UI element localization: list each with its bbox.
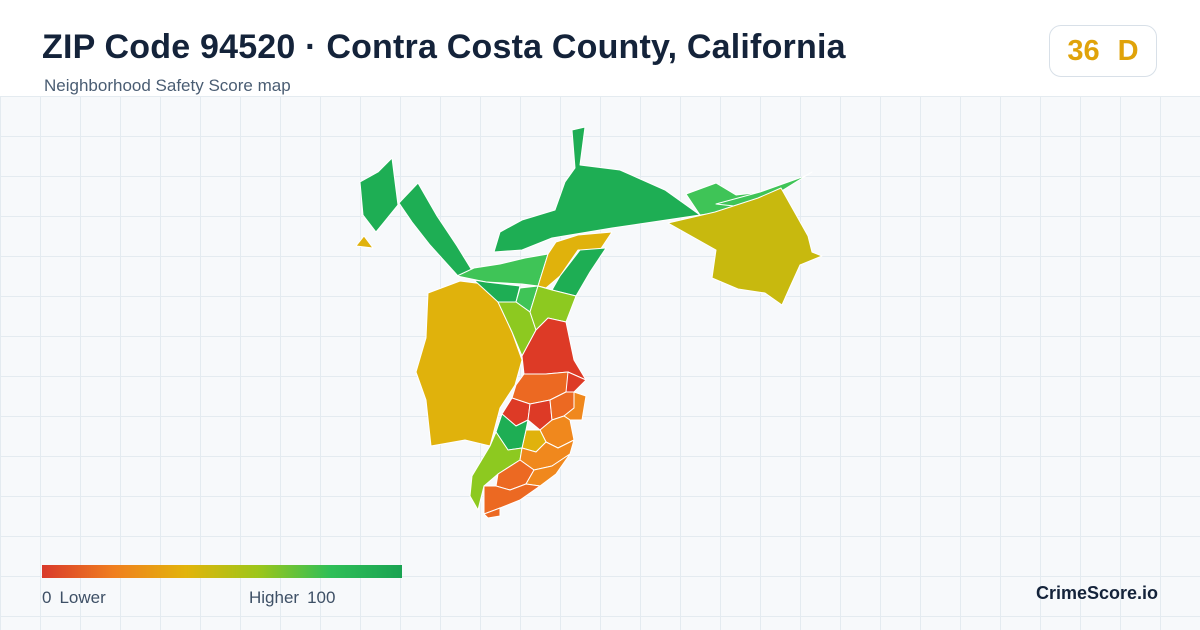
legend-gradient-bar (42, 565, 402, 578)
map-region[interactable] (493, 126, 701, 253)
page-subtitle: Neighborhood Safety Score map (44, 76, 291, 95)
score-grade: D (1117, 34, 1139, 67)
score-badge: 36 D (1049, 25, 1157, 77)
legend-low: 0 Lower (42, 588, 106, 608)
map-region[interactable] (667, 187, 823, 306)
page-title: ZIP Code 94520 · Contra Costa County, Ca… (42, 28, 846, 66)
legend-min-label: Lower (59, 588, 106, 607)
map-region[interactable] (483, 507, 501, 519)
legend-min-value: 0 (42, 588, 52, 607)
score-value: 36 (1067, 34, 1100, 67)
legend-max-value: 100 (307, 588, 336, 607)
map-region[interactable] (456, 253, 549, 287)
legend-max-label: Higher (249, 588, 300, 607)
map-region[interactable] (355, 235, 374, 249)
map-region[interactable] (359, 157, 399, 233)
legend-high: Higher 100 (249, 588, 335, 608)
header: ZIP Code 94520 · Contra Costa County, Ca… (0, 0, 1200, 96)
brand-logo: CrimeScore.io (1035, 583, 1158, 603)
map-region[interactable] (398, 182, 474, 277)
